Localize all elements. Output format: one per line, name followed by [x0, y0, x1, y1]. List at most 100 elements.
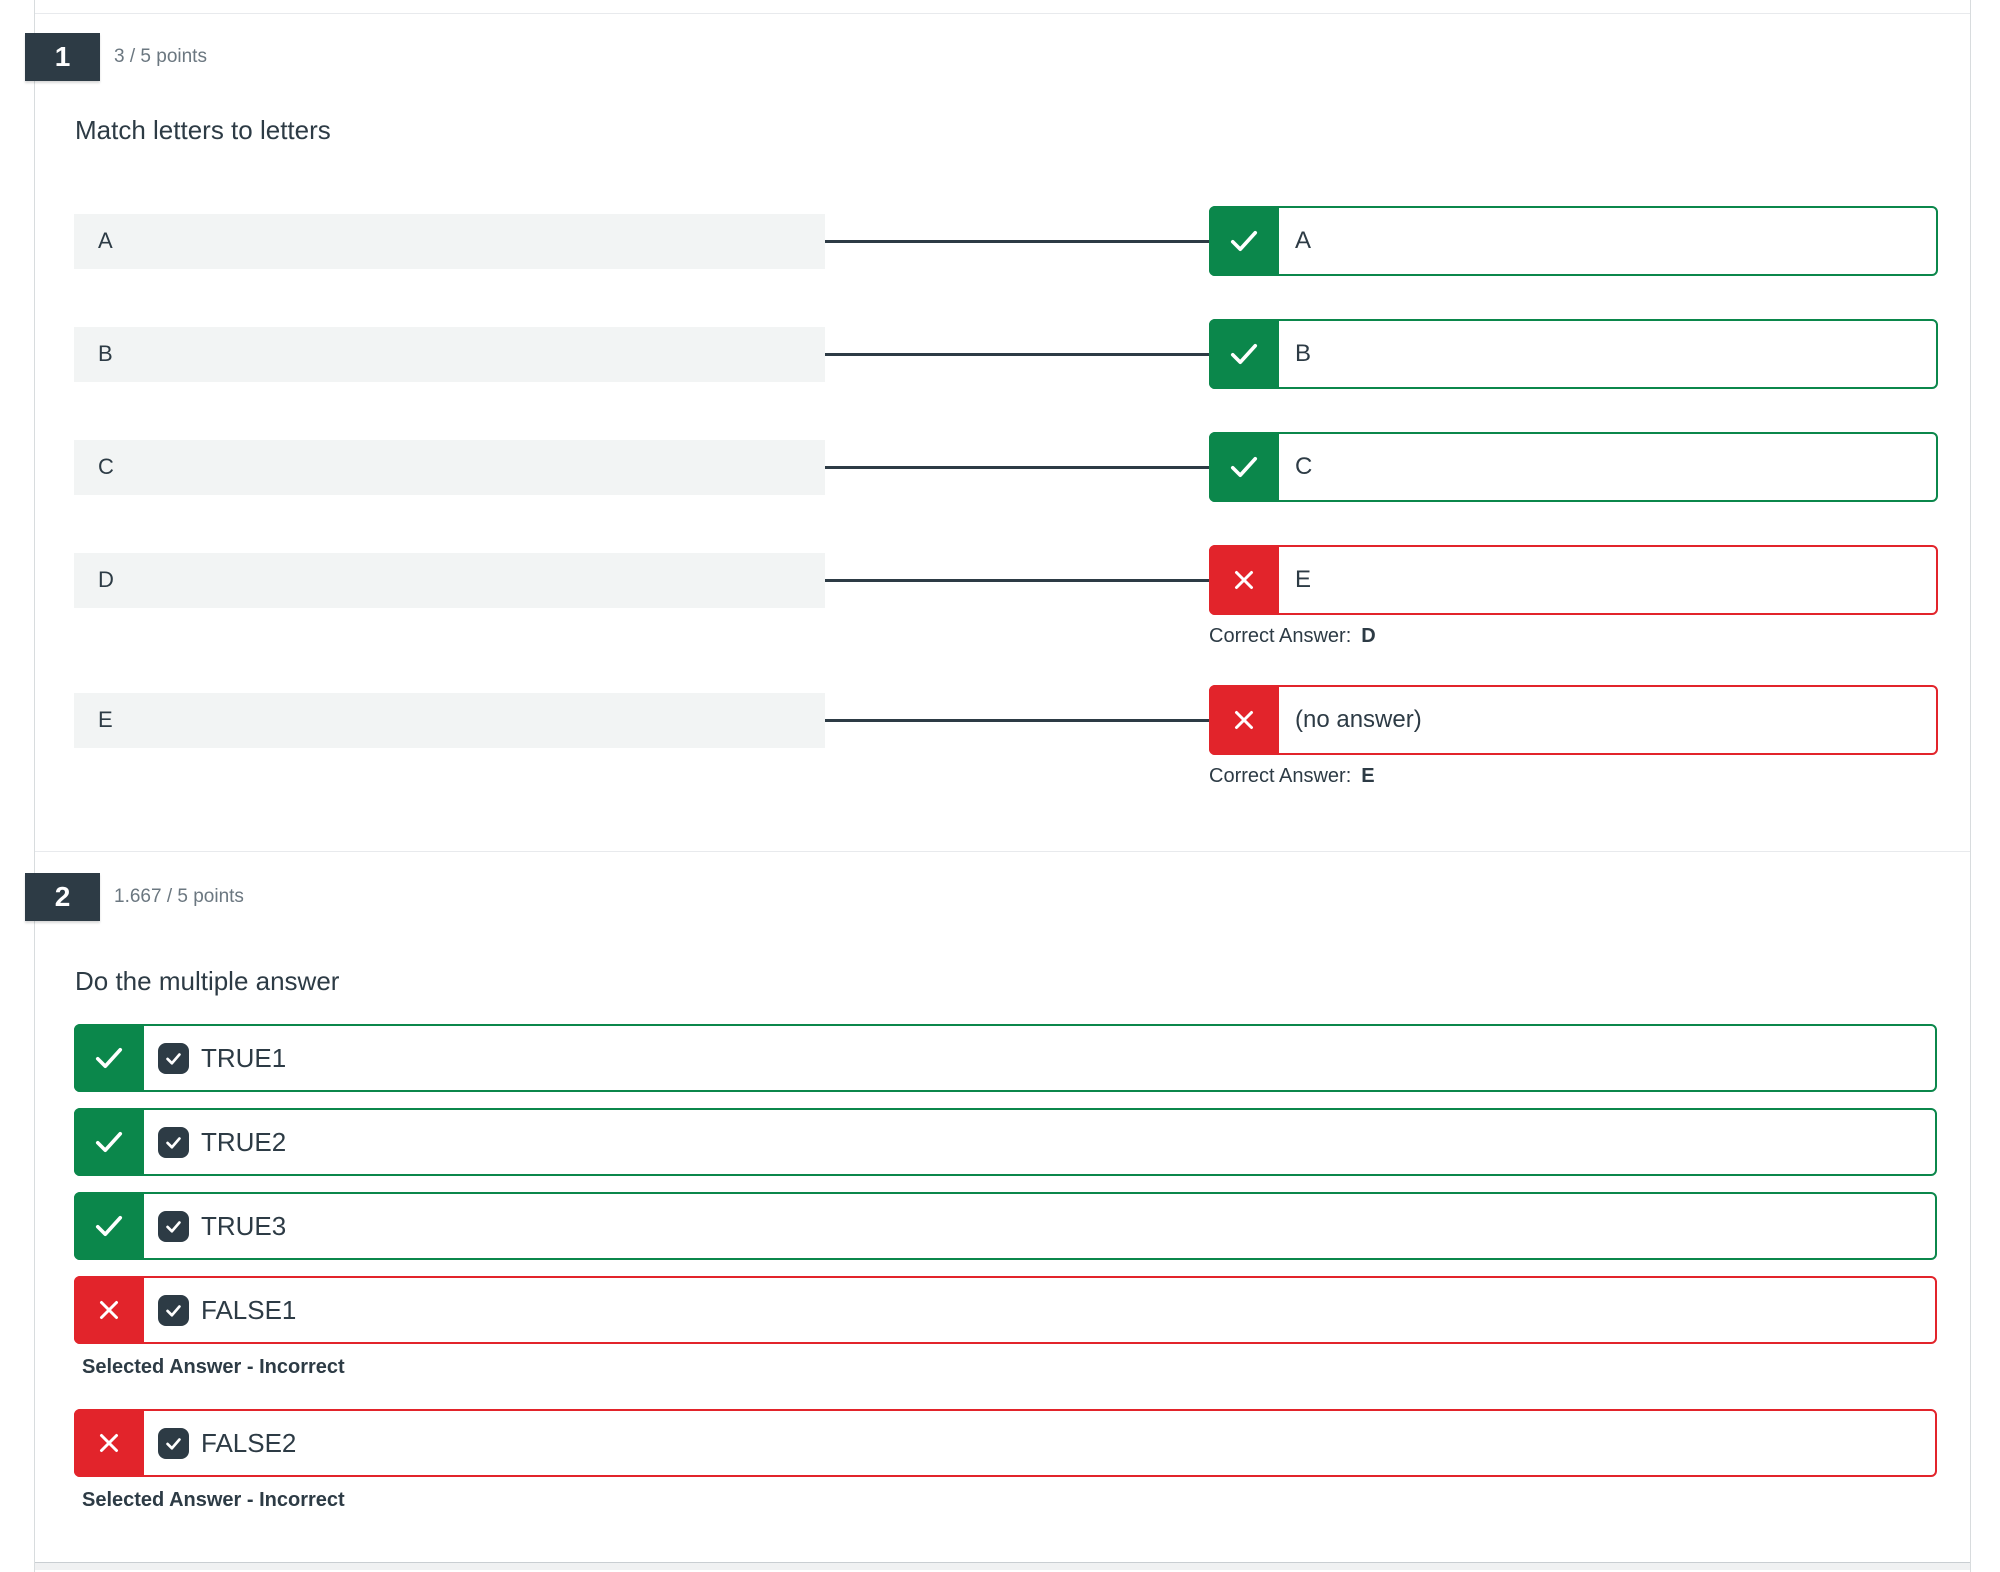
selected-answer-box: A	[1209, 206, 1938, 276]
match-answer: E	[1209, 545, 1938, 615]
answer-option-label: FALSE1	[201, 1294, 297, 1325]
answer-option-row: TRUE1	[74, 1024, 1937, 1092]
quiz-results-panel: 1 3 / 5 points Match letters to letters …	[25, 0, 1971, 1572]
match-prompt-text: D	[98, 567, 114, 592]
match-prompt-box: A	[74, 213, 825, 269]
correct-answer-value: E	[1361, 765, 1375, 787]
match-prompt-box: E	[74, 692, 825, 748]
checkbox-check-icon	[166, 1304, 181, 1317]
question-number-badge: 1	[25, 33, 100, 81]
match-prompt-box: B	[74, 326, 825, 382]
x-icon	[1235, 571, 1253, 589]
answer-option-box: FALSE2	[74, 1409, 1937, 1477]
checkbox-check-icon	[166, 1136, 181, 1149]
match-connector-line	[825, 465, 1209, 469]
answer-option-label: TRUE1	[201, 1042, 287, 1073]
match-connector-line	[825, 239, 1209, 243]
match-row: C C	[74, 432, 1938, 502]
checkmark-icon	[1230, 343, 1258, 365]
answer-option-label: FALSE2	[201, 1427, 297, 1458]
x-icon	[1235, 711, 1253, 729]
checkmark-icon	[95, 1047, 123, 1069]
checkbox-checked[interactable]	[158, 1210, 189, 1242]
incorrect-badge	[74, 1276, 144, 1344]
question-prompt: Match letters to letters	[75, 115, 331, 145]
question-number-badge: 2	[25, 873, 100, 921]
answer-option-label: TRUE2	[201, 1126, 287, 1157]
checkbox-check-icon	[166, 1220, 181, 1233]
match-prompt-box: D	[74, 552, 825, 608]
correct-badge	[1209, 319, 1279, 389]
answer-option-box: TRUE1	[74, 1024, 1937, 1092]
question-2-header: 2 1.667 / 5 points	[25, 873, 1970, 921]
checkbox-checked[interactable]	[158, 1126, 189, 1158]
checkmark-icon	[95, 1131, 123, 1153]
card-bottom-border	[35, 1562, 1970, 1563]
checkbox-checked[interactable]	[158, 1427, 189, 1459]
match-row: D E	[74, 545, 1938, 615]
correct-answer-label: Correct Answer:	[1209, 765, 1352, 787]
question-number: 1	[54, 41, 71, 72]
match-answer: C	[1209, 432, 1938, 502]
incorrect-badge	[1209, 685, 1279, 755]
answer-option-box: TRUE2	[74, 1108, 1937, 1176]
answer-option-box: TRUE3	[74, 1192, 1937, 1260]
match-prompt-text: E	[98, 707, 113, 732]
match-row: E (no answer)	[74, 685, 1938, 755]
question-points: 3 / 5 points	[114, 46, 207, 67]
selected-answer-text: A	[1295, 227, 1312, 254]
match-row: A A	[74, 206, 1938, 276]
selected-answer-text: C	[1295, 453, 1313, 480]
checkmark-icon	[1230, 230, 1258, 252]
question-2: 2 1.667 / 5 points Do the multiple answe…	[25, 873, 1970, 1570]
match-prompt-text: A	[98, 228, 113, 253]
answer-option-label: TRUE3	[201, 1210, 287, 1241]
answer-option-row: TRUE3	[74, 1192, 1937, 1260]
match-prompt-text: B	[98, 341, 113, 366]
incorrect-badge	[74, 1409, 144, 1477]
selected-answer-incorrect-note: Selected Answer - Incorrect	[82, 1489, 345, 1511]
question-points: 1.667 / 5 points	[114, 886, 244, 907]
checkbox-check-icon	[166, 1437, 181, 1450]
correct-badge	[74, 1192, 144, 1260]
question-divider	[35, 851, 1970, 852]
match-prompt-text: C	[98, 454, 114, 479]
correct-badge	[1209, 206, 1279, 276]
selected-answer-text: B	[1295, 340, 1312, 367]
correct-badge	[74, 1024, 144, 1092]
match-answer: B	[1209, 319, 1938, 389]
correct-badge	[1209, 432, 1279, 502]
question-prompt: Do the multiple answer	[75, 966, 340, 996]
answer-option-row: FALSE1	[74, 1276, 1937, 1344]
match-answer: (no answer)	[1209, 685, 1938, 755]
multiple-answer-list: TRUE1 TRUE2	[74, 1024, 1937, 1513]
correct-answer-label: Correct Answer:	[1209, 625, 1352, 647]
incorrect-badge	[1209, 545, 1279, 615]
answer-option-box: FALSE1	[74, 1276, 1937, 1344]
match-answer: A	[1209, 206, 1938, 276]
x-icon	[100, 1434, 118, 1452]
checkmark-icon	[95, 1215, 123, 1237]
checkbox-checked[interactable]	[158, 1294, 189, 1326]
question-1-header: 1 3 / 5 points	[25, 33, 1970, 81]
x-icon	[100, 1301, 118, 1319]
selected-answer-box: E	[1209, 545, 1938, 615]
correct-answer-value: D	[1361, 625, 1376, 647]
card-bottom-shadow	[35, 1563, 1970, 1570]
matching-list: A A B	[74, 206, 1938, 789]
correct-badge	[74, 1108, 144, 1176]
correct-answer-note: Correct Answer: E	[1209, 763, 1938, 789]
checkbox-check-icon	[166, 1052, 181, 1065]
selected-answer-text: (no answer)	[1295, 706, 1422, 733]
match-connector-line	[825, 718, 1209, 722]
answer-option-row: FALSE2	[74, 1409, 1937, 1477]
match-connector-line	[825, 578, 1209, 582]
question-1: 1 3 / 5 points Match letters to letters …	[25, 33, 1970, 852]
selected-answer-box: B	[1209, 319, 1938, 389]
selected-answer-incorrect-note: Selected Answer - Incorrect	[82, 1356, 345, 1378]
question-number: 2	[54, 881, 71, 912]
checkbox-checked[interactable]	[158, 1042, 189, 1074]
correct-answer-note: Correct Answer: D	[1209, 623, 1938, 649]
checkmark-icon	[1230, 456, 1258, 478]
selected-answer-box: C	[1209, 432, 1938, 502]
